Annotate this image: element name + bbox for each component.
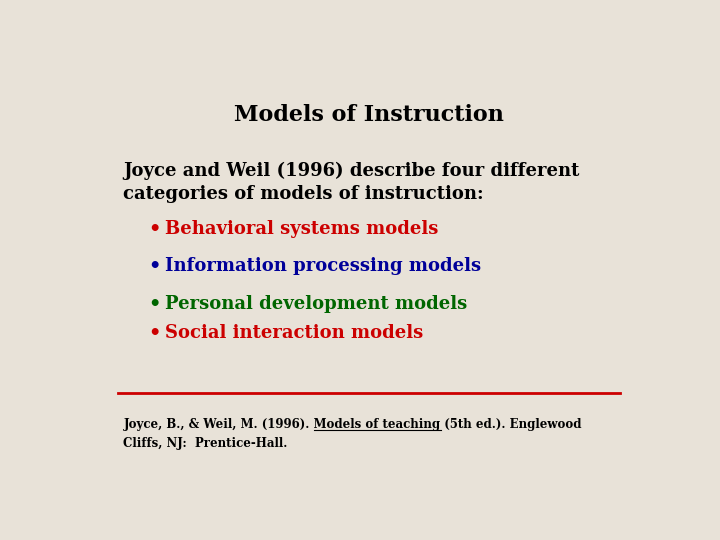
Text: Models of Instruction: Models of Instruction — [234, 104, 504, 126]
Text: Models of teaching: Models of teaching — [124, 418, 250, 431]
Text: Personal development models: Personal development models — [166, 295, 467, 313]
Text: •: • — [148, 295, 161, 313]
Text: •: • — [148, 220, 161, 238]
Text: categories of models of instruction:: categories of models of instruction: — [124, 185, 484, 202]
Text: Behavioral systems models: Behavioral systems models — [166, 220, 438, 238]
Text: •: • — [148, 324, 161, 342]
Text: Joyce and Weil (1996) describe four different: Joyce and Weil (1996) describe four diff… — [124, 161, 580, 180]
Text: Social interaction models: Social interaction models — [166, 324, 423, 342]
Text: Joyce, B., & Weil, M. (1996).: Joyce, B., & Weil, M. (1996). — [124, 418, 314, 431]
Text: Joyce, B., & Weil, M. (1996). Models of teaching (5th ed.). Englewood: Joyce, B., & Weil, M. (1996). Models of … — [124, 418, 582, 431]
Text: Cliffs, NJ:  Prentice-Hall.: Cliffs, NJ: Prentice-Hall. — [124, 437, 288, 450]
Text: •: • — [148, 258, 161, 275]
Text: Information processing models: Information processing models — [166, 258, 482, 275]
